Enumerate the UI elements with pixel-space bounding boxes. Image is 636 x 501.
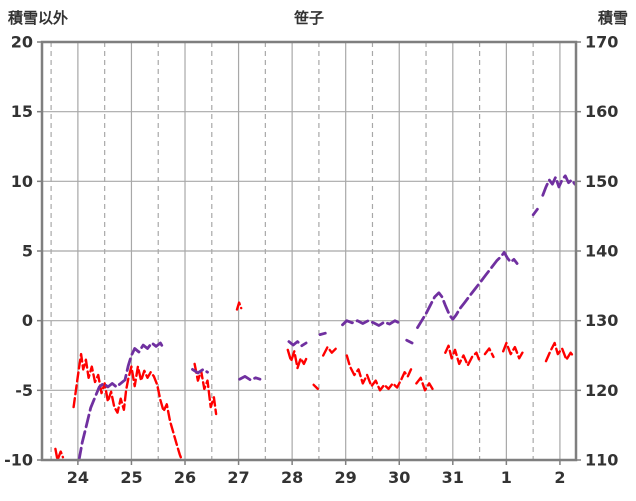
- series-red: [54, 301, 576, 462]
- x-axis-tick: 1: [501, 468, 512, 487]
- right-axis-tick: 170: [585, 33, 618, 52]
- left-axis-tick: -10: [4, 451, 33, 470]
- x-axis-tick: 31: [442, 468, 464, 487]
- x-axis-tick: 27: [227, 468, 249, 487]
- left-axis-tick: 20: [11, 33, 33, 52]
- right-axis-tick: 110: [585, 451, 618, 470]
- x-axis-tick: 30: [388, 468, 410, 487]
- right-axis-tick: 140: [585, 242, 618, 261]
- x-axis-tick: 28: [281, 468, 303, 487]
- right-axis-tick: 120: [585, 381, 618, 400]
- series-purple: [77, 174, 577, 462]
- left-axis-tick: 15: [11, 102, 33, 121]
- x-axis-tick: 26: [174, 468, 196, 487]
- left-axis-tick: 5: [22, 242, 33, 261]
- right-axis-tick: 150: [585, 172, 618, 191]
- x-axis-tick: 29: [335, 468, 357, 487]
- right-axis-tick: 130: [585, 311, 618, 330]
- x-axis-tick: 24: [67, 468, 89, 487]
- x-axis-tick: 25: [120, 468, 142, 487]
- x-axis-tick: 2: [554, 468, 565, 487]
- left-axis-tick: 0: [22, 311, 33, 330]
- left-axis-tick: -5: [15, 381, 33, 400]
- right-axis-tick: 160: [585, 102, 618, 121]
- left-axis-tick: 10: [11, 172, 33, 191]
- right-axis-label: 積雪: [597, 9, 628, 27]
- left-axis-label: 積雪以外: [8, 9, 69, 27]
- chart-title: 笹子: [293, 9, 324, 27]
- gridlines: [42, 42, 576, 460]
